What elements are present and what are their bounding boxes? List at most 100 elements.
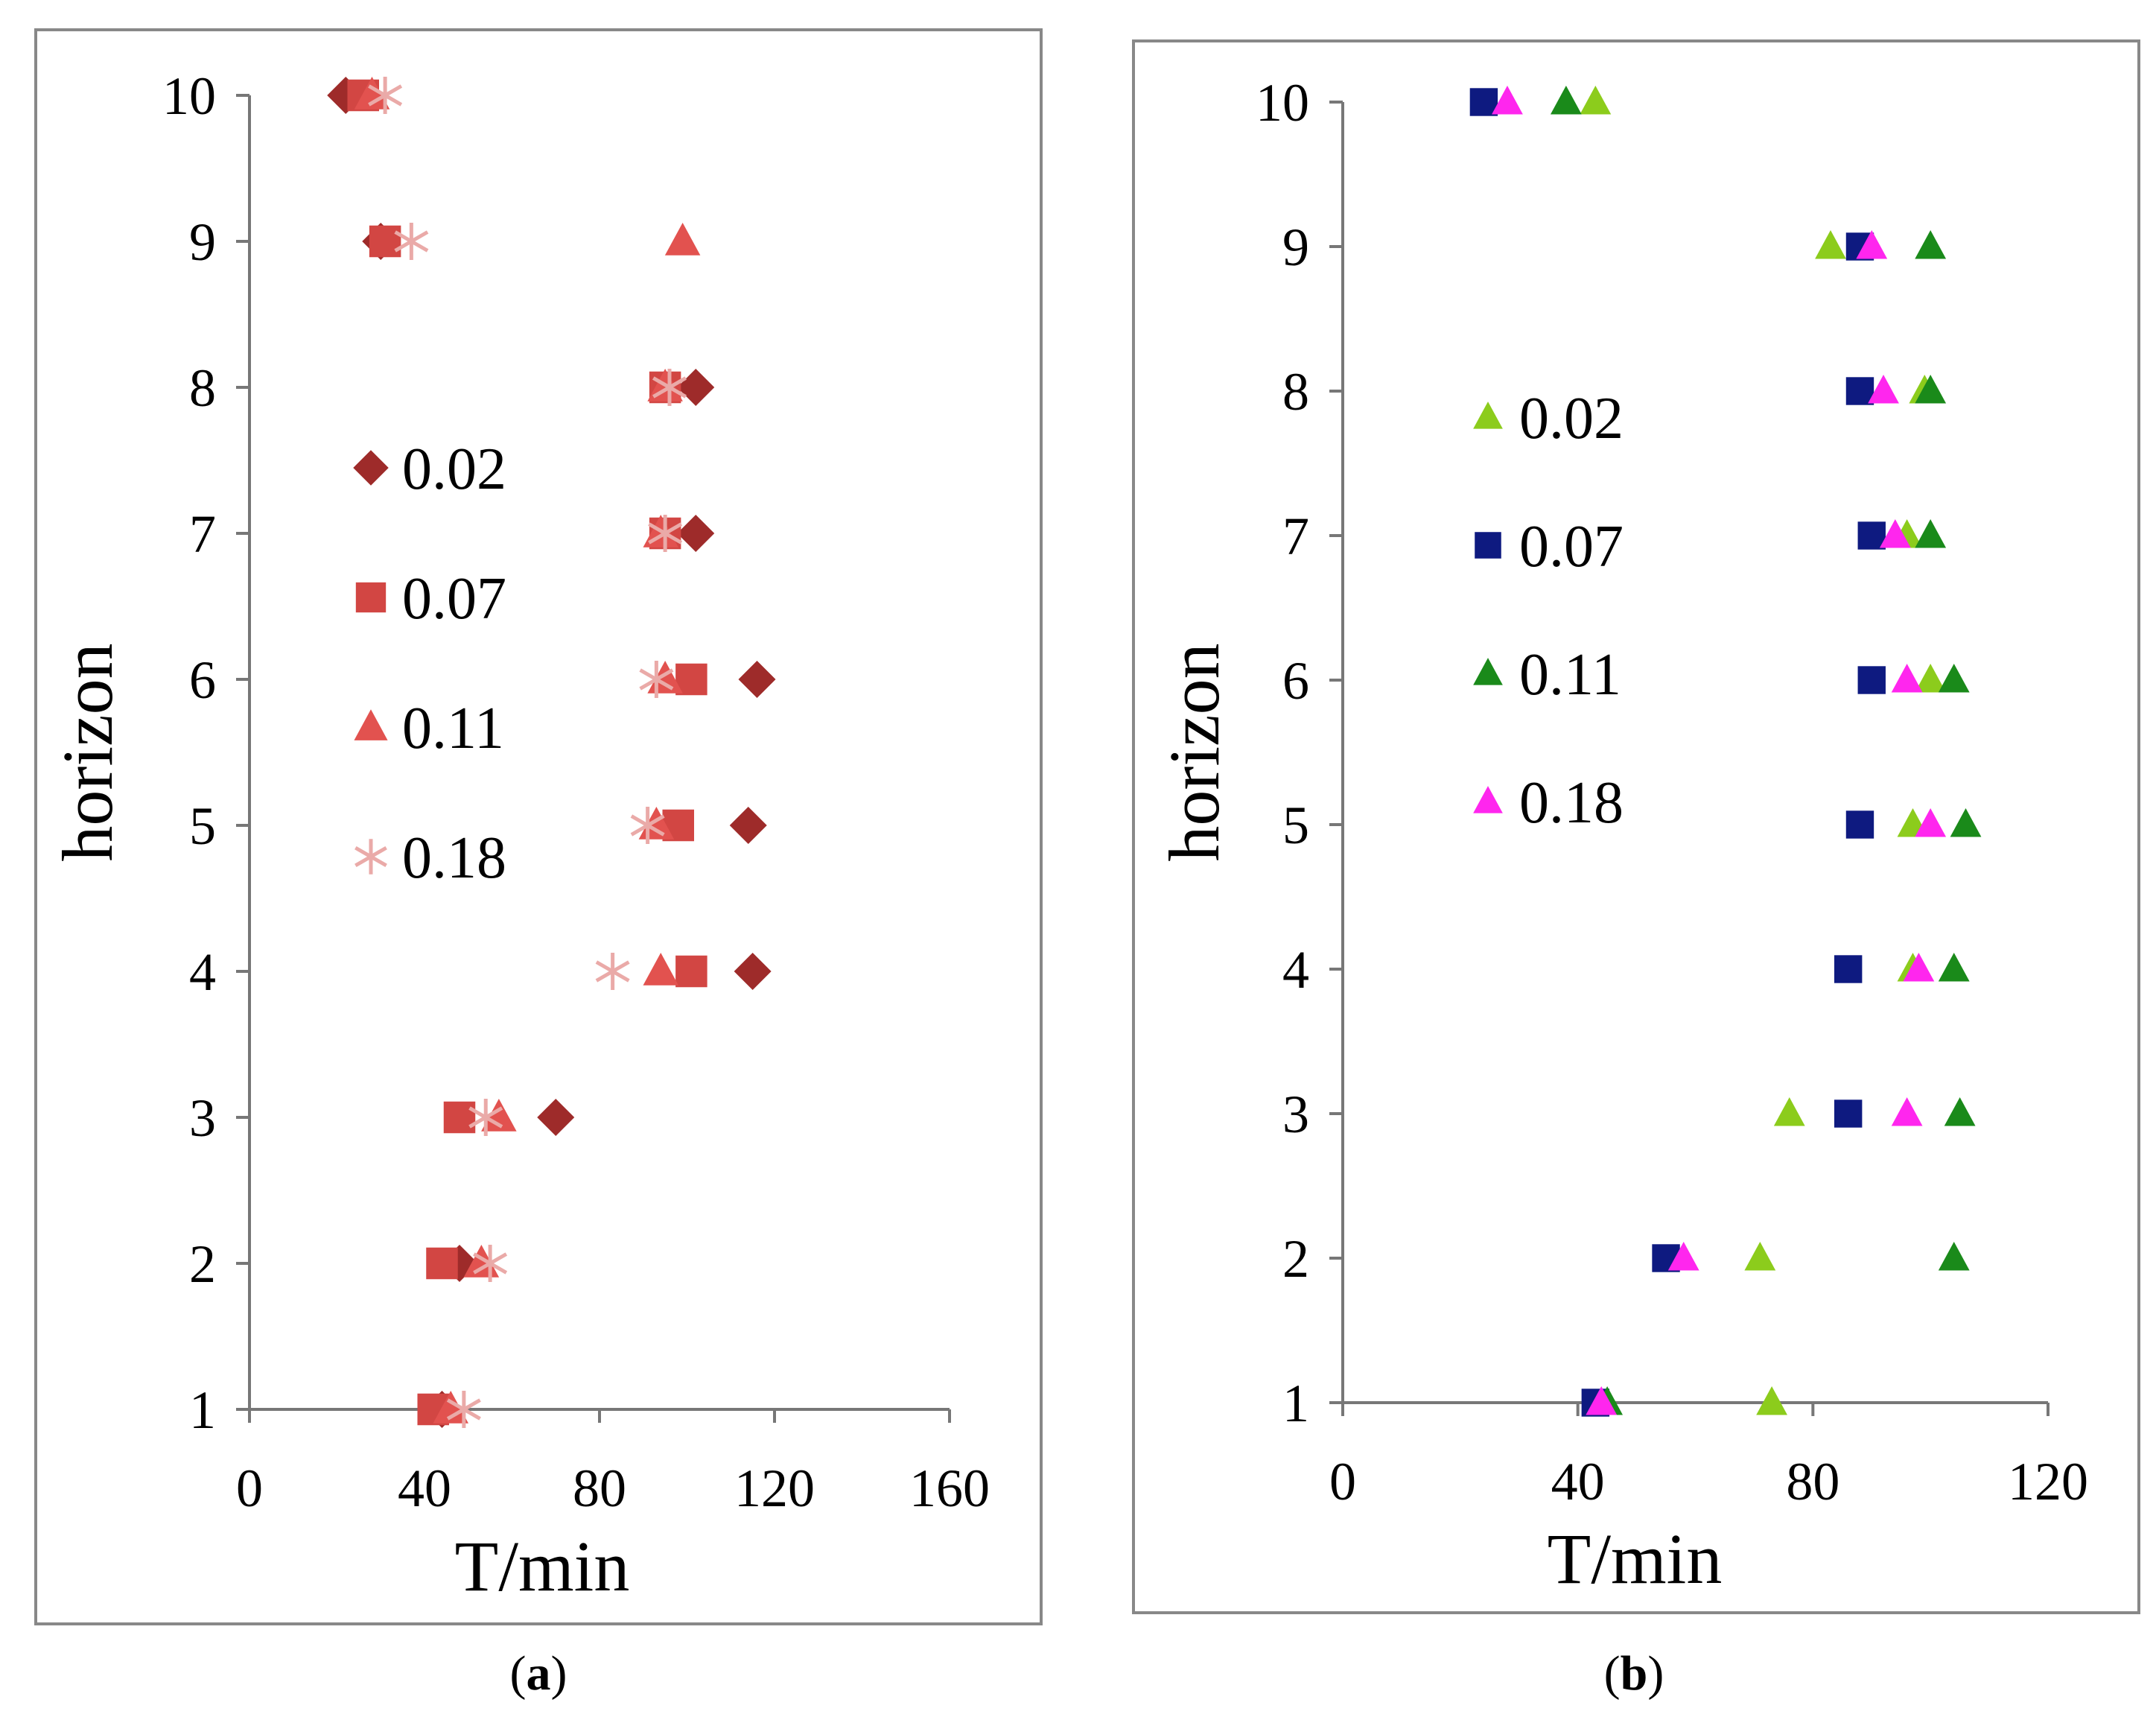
y-axis-title: horizon	[48, 643, 127, 861]
y-tick-label: 4	[189, 942, 216, 1002]
data-point	[1891, 664, 1923, 693]
data-point	[1586, 1386, 1618, 1415]
data-point	[354, 77, 390, 110]
data-point	[1915, 808, 1947, 837]
panel-a-chart: 1 2 3 4 5 6 7 8 9 10 0 40 80 120 160 horizon T/min 0.02 0.…	[48, 66, 990, 1701]
data-point	[1856, 230, 1888, 259]
y-tick-label: 1	[1282, 1374, 1309, 1433]
data-point	[1845, 810, 1874, 839]
panel-a-frame	[34, 28, 1043, 1625]
legend-marker-stroke	[354, 845, 387, 868]
y-tick-label: 5	[189, 796, 216, 856]
caption-paren-open: (	[1604, 1646, 1621, 1701]
data-point	[1915, 230, 1947, 259]
legend-marker	[1475, 532, 1501, 559]
data-point	[595, 953, 630, 990]
data-point	[1879, 519, 1911, 548]
y-tick-label: 8	[189, 358, 216, 418]
legend-marker	[354, 709, 388, 740]
data-point	[677, 515, 715, 552]
y-tick-label: 7	[1282, 507, 1309, 566]
data-point	[446, 1391, 481, 1428]
x-axis-title: T/min	[455, 1526, 630, 1606]
series-0.07	[1469, 88, 1886, 1417]
data-point-stroke	[595, 960, 630, 983]
data-point	[1834, 955, 1863, 983]
data-point-stroke	[639, 668, 674, 691]
y-tick-label: 1	[189, 1380, 216, 1440]
data-point	[734, 953, 772, 990]
data-point	[643, 953, 678, 986]
data-point-stroke	[394, 230, 429, 253]
data-point	[648, 515, 683, 552]
series-0.02	[1580, 86, 1947, 1415]
data-point	[1492, 86, 1523, 115]
data-point	[1550, 86, 1582, 115]
panel-b-chart: 1 2 3 4 5 6 7 8 9 10 0 40 80 120 horizon T/min 0.02 0.07 0…	[1154, 73, 2088, 1701]
data-point	[675, 955, 707, 988]
data-point	[1915, 375, 1947, 404]
legend-marker	[355, 582, 387, 613]
legend-label: 0.02	[402, 437, 506, 502]
x-tick-label: 0	[1329, 1452, 1356, 1511]
caption-paren-open: (	[510, 1646, 527, 1701]
legend-label: 0.18	[1519, 770, 1624, 836]
legend-marker	[1473, 786, 1503, 813]
series-0.11	[1550, 86, 1982, 1415]
data-point	[1756, 1386, 1787, 1415]
y-tick-label: 3	[189, 1088, 216, 1148]
y-tick-label: 8	[1282, 362, 1309, 422]
data-point	[1580, 86, 1612, 115]
x-tick-label: 0	[236, 1459, 263, 1518]
x-tick-label: 160	[909, 1459, 990, 1518]
data-point	[1815, 230, 1846, 259]
data-point	[639, 661, 674, 698]
data-point	[443, 1101, 476, 1134]
data-point	[630, 807, 665, 844]
y-tick-label: 4	[1282, 940, 1309, 1000]
data-point	[1744, 1242, 1776, 1271]
y-tick-label: 10	[1256, 73, 1309, 133]
data-point	[1845, 377, 1874, 405]
data-point	[1903, 953, 1935, 982]
data-point	[652, 369, 687, 406]
series-0.18	[368, 77, 687, 1428]
y-tick-label: 9	[189, 212, 216, 272]
legend-label: 0.18	[402, 825, 506, 891]
legend-label: 0.07	[1519, 514, 1624, 580]
data-point	[729, 807, 767, 844]
series-0.02	[327, 77, 776, 1428]
data-point	[1469, 88, 1498, 116]
data-point-stroke	[630, 814, 665, 837]
series-0.18	[1492, 86, 1947, 1415]
legend-label: 0.11	[1519, 642, 1621, 708]
x-tick-label: 40	[1551, 1452, 1605, 1511]
y-tick-label: 10	[162, 66, 216, 126]
legend-marker	[1473, 658, 1503, 685]
data-point	[433, 1391, 468, 1424]
x-tick-label: 40	[398, 1459, 451, 1518]
panel-b-frame	[1132, 39, 2140, 1614]
x-axis-title: T/min	[1548, 1519, 1723, 1599]
y-tick-label: 3	[1282, 1085, 1309, 1144]
legend-marker	[1473, 402, 1503, 429]
data-point	[537, 1099, 575, 1136]
panel-caption: (b)	[1604, 1646, 1664, 1701]
data-point	[1891, 1097, 1923, 1126]
data-point-stroke	[446, 1398, 481, 1421]
data-point	[1950, 808, 1982, 837]
data-point	[1868, 375, 1899, 404]
data-point	[1944, 1097, 1976, 1126]
data-point	[1857, 521, 1886, 550]
legend-label: 0.07	[402, 566, 506, 632]
legend-label: 0.11	[402, 696, 504, 761]
x-tick-label: 80	[573, 1459, 626, 1518]
y-tick-label: 7	[189, 504, 216, 564]
data-point	[738, 661, 776, 698]
legend-label: 0.02	[1519, 386, 1624, 451]
data-point	[468, 1099, 503, 1136]
y-axis-title: horizon	[1154, 643, 1234, 861]
y-tick-label: 2	[1282, 1229, 1309, 1289]
y-tick-label: 6	[1282, 651, 1309, 711]
